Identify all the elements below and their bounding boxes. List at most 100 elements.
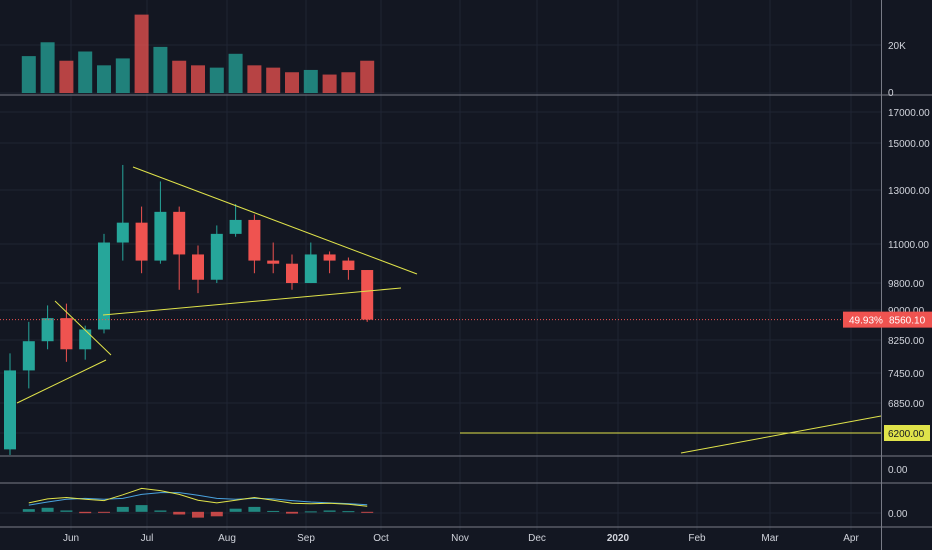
candle-body	[304, 254, 317, 284]
macd-tick-label: 0.00	[888, 465, 908, 476]
volume-bar	[209, 67, 224, 93]
macd-histogram-bar	[135, 505, 148, 512]
candle-body	[173, 211, 186, 255]
price-tick-label: 6850.00	[888, 399, 925, 410]
time-tick-label: Aug	[218, 533, 236, 544]
macd-histogram-bar	[116, 506, 129, 512]
rising-trendline[interactable]	[680, 415, 882, 454]
candle-body	[41, 318, 54, 342]
candle-body	[323, 254, 336, 261]
candle-body	[286, 263, 298, 284]
macd-histogram-bar	[210, 511, 223, 517]
level-price-value: 6200.00	[888, 429, 925, 440]
price-tick-label: 13000.00	[888, 186, 930, 197]
macd-histogram-bar	[248, 506, 261, 512]
price-axis[interactable]: 20K 0 17000.00 15000.00 13000.00 11000.00 9800…	[843, 41, 932, 520]
time-tick-label: Nov	[451, 533, 469, 544]
candle-body	[60, 318, 73, 350]
volume-tick-label: 0	[888, 88, 894, 99]
volume-bar	[322, 74, 337, 93]
time-tick-label: Oct	[373, 533, 389, 544]
macd-histogram-bar	[267, 510, 280, 512]
time-tick-label: Mar	[761, 533, 779, 544]
volume-bar	[40, 42, 55, 93]
time-tick-label: Sep	[297, 533, 315, 544]
candle-body	[267, 260, 280, 264]
candle-body	[192, 254, 204, 280]
macd-signal-line	[28, 492, 368, 506]
volume-bar	[115, 58, 130, 93]
time-tick-label: Jul	[141, 533, 154, 544]
time-tick-label: Apr	[843, 533, 859, 544]
current-price-tag[interactable]	[843, 311, 932, 328]
macd-histogram-bar	[342, 511, 355, 513]
candle-body	[79, 329, 92, 350]
volume-bar	[247, 65, 262, 93]
candle-body	[22, 341, 35, 371]
candle-body	[342, 260, 355, 271]
current-price-value: 8560.10	[889, 316, 926, 327]
macd-histogram-bar	[60, 510, 73, 512]
volume-bar	[78, 51, 93, 93]
price-tick-label: 15000.00	[888, 139, 930, 150]
volume-bar	[191, 65, 205, 93]
volume-tick-label: 20K	[888, 41, 906, 52]
candle-body	[248, 219, 261, 261]
volume-bar	[228, 53, 243, 93]
price-tick-label: 9000.00	[888, 306, 925, 317]
candle-body	[361, 270, 374, 320]
volume-bar	[341, 72, 356, 93]
level-price-tag[interactable]	[884, 425, 930, 441]
macd-histogram-bar	[154, 510, 167, 512]
volume-bar	[21, 56, 36, 93]
macd-histogram-bar	[286, 511, 298, 514]
candle-body	[229, 219, 242, 234]
candle-body	[4, 370, 16, 450]
volume-bar	[285, 72, 299, 93]
macd-histogram-bar	[98, 511, 110, 513]
price-tick-label: 17000.00	[888, 108, 930, 119]
macd-histogram-bar	[79, 511, 92, 514]
price-tick-label: 8250.00	[888, 336, 925, 347]
grid-lines	[0, 0, 881, 530]
macd-line	[28, 487, 368, 507]
price-panel	[0, 164, 882, 455]
volume-bar	[360, 60, 375, 93]
macd-histogram-bar	[192, 511, 204, 518]
macd-histogram-bar	[323, 510, 336, 512]
macd-histogram-bar	[22, 509, 35, 512]
volume-bar	[172, 60, 187, 93]
time-axis[interactable]: Jun Jul Aug Sep Oct Nov Dec 2020 Feb Mar Apr	[63, 533, 860, 544]
price-change-percent: 49.93%	[849, 316, 883, 327]
price-tick-label: 9800.00	[888, 279, 925, 290]
time-tick-label: 2020	[607, 533, 630, 544]
candle-body	[210, 233, 223, 280]
volume-bar	[134, 14, 149, 93]
macd-histogram-bar	[361, 511, 374, 513]
triangle-upper-trendline[interactable]	[132, 166, 418, 275]
wedge-lower-trendline[interactable]	[16, 359, 107, 404]
macd-histogram-bar	[304, 511, 317, 513]
candle-body	[98, 242, 110, 330]
macd-tick-label: 0.00	[888, 509, 908, 520]
volume-bar	[266, 67, 281, 93]
time-tick-label: Dec	[528, 533, 546, 544]
volume-bar	[97, 65, 111, 93]
time-tick-label: Feb	[688, 533, 706, 544]
time-tick-label: Jun	[63, 533, 79, 544]
candle-body	[135, 222, 148, 261]
volume-bar	[303, 69, 318, 93]
price-tick-label: 7450.00	[888, 369, 925, 380]
volume-panel	[21, 14, 375, 93]
volume-bar	[59, 60, 74, 93]
macd-histogram-bar	[173, 511, 186, 515]
candle-body	[116, 222, 129, 243]
volume-bar	[153, 46, 168, 93]
price-tick-label: 11000.00	[888, 240, 929, 251]
wedge-upper-trendline[interactable]	[54, 300, 112, 356]
macd-panel	[22, 487, 374, 518]
macd-histogram-bar	[229, 508, 242, 512]
triangle-lower-trendline[interactable]	[102, 287, 402, 316]
